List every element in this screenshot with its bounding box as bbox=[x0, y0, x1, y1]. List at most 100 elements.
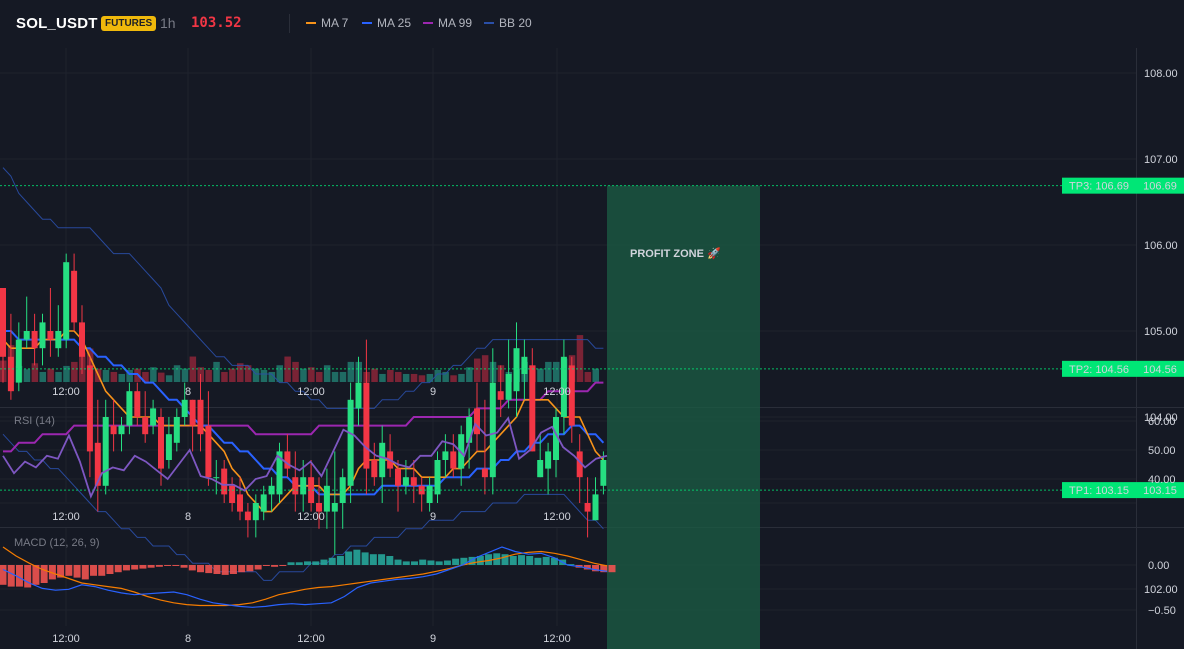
candle-body bbox=[110, 425, 117, 435]
volume-bar bbox=[260, 369, 268, 382]
candle-body bbox=[339, 477, 346, 503]
macd-histogram-bar bbox=[517, 555, 525, 565]
macd-histogram-bar bbox=[592, 565, 600, 572]
candle-body bbox=[173, 417, 180, 443]
volume-bar bbox=[339, 371, 347, 382]
legend-swatch-icon bbox=[484, 22, 494, 24]
macd-histogram-bar bbox=[304, 561, 311, 565]
legend-label: MA 99 bbox=[438, 16, 473, 30]
macd-histogram-bar bbox=[295, 562, 303, 565]
candle-body bbox=[434, 460, 441, 495]
volume-bar bbox=[316, 371, 323, 382]
macd-histogram-bar bbox=[468, 556, 476, 565]
candle-body bbox=[323, 485, 330, 512]
rsi-tick-label: 50.00 bbox=[1148, 445, 1176, 457]
macd-histogram-bar bbox=[345, 551, 353, 565]
volume-bar bbox=[102, 369, 110, 382]
candle-body bbox=[347, 399, 354, 486]
volume-bar bbox=[474, 358, 481, 382]
candle-body bbox=[79, 322, 85, 357]
candle-body bbox=[300, 477, 307, 495]
macd-histogram-bar bbox=[394, 559, 402, 565]
candle-body bbox=[158, 417, 164, 469]
legend-swatch-icon bbox=[362, 22, 372, 24]
candle-body bbox=[466, 417, 473, 443]
profit-zone-label: PROFIT ZONE 🚀 bbox=[630, 247, 721, 260]
candle-body bbox=[568, 365, 575, 426]
volume-bar bbox=[323, 365, 331, 382]
volume-bar bbox=[252, 368, 260, 382]
candle-body bbox=[205, 425, 212, 478]
volume-bar bbox=[244, 365, 252, 382]
volume-bar bbox=[387, 369, 394, 382]
candle-body bbox=[134, 391, 141, 417]
candle-body bbox=[63, 262, 70, 340]
volume-bar bbox=[268, 371, 276, 382]
symbol-name[interactable]: SOL_USDT bbox=[16, 15, 98, 32]
tp3-label: TP3: 106.69 bbox=[1069, 181, 1129, 193]
volume-bar bbox=[553, 361, 560, 382]
candle-body bbox=[395, 468, 401, 486]
tp2-price-label: 104.56 bbox=[1143, 364, 1177, 376]
candle-body bbox=[489, 382, 496, 478]
legend-ma99[interactable]: MA 99 bbox=[423, 16, 472, 30]
volume-bar bbox=[292, 361, 299, 382]
candle-body bbox=[165, 434, 172, 460]
legend-ma7[interactable]: MA 7 bbox=[306, 16, 348, 30]
volume-bar bbox=[63, 365, 70, 382]
candle-body bbox=[560, 356, 567, 417]
macd-histogram-bar bbox=[279, 565, 287, 566]
macd-histogram-bar bbox=[271, 565, 279, 567]
macd-histogram-bar bbox=[15, 565, 23, 587]
candle-body bbox=[0, 288, 6, 357]
volume-bar bbox=[458, 373, 465, 382]
time-tick-label: 8 bbox=[185, 386, 191, 398]
macd-histogram-bar bbox=[246, 565, 254, 572]
volume-bar bbox=[158, 372, 165, 382]
macd-histogram-bar bbox=[353, 549, 361, 565]
macd-histogram-bar bbox=[205, 565, 213, 574]
price-tick-label: 108.00 bbox=[1144, 68, 1178, 80]
time-tick-label: 8 bbox=[185, 511, 191, 523]
tp3-price-bg bbox=[1136, 177, 1184, 194]
time-tick-label: 12:00 bbox=[52, 633, 80, 645]
candle-body bbox=[276, 451, 283, 495]
candle-body bbox=[23, 331, 30, 340]
macd-histogram-bar bbox=[600, 565, 608, 573]
volume-bar bbox=[71, 361, 78, 382]
time-tick-label: 12:00 bbox=[543, 511, 571, 523]
candle-body bbox=[213, 477, 220, 479]
macd-histogram-bar bbox=[320, 559, 328, 565]
volume-bar bbox=[205, 369, 212, 382]
candle-body bbox=[316, 503, 322, 512]
candle-body bbox=[71, 270, 78, 323]
candle-body bbox=[292, 477, 299, 495]
candle-body bbox=[102, 417, 109, 486]
legend-bb20[interactable]: BB 20 bbox=[484, 16, 532, 30]
timeframe-selector[interactable]: 1h bbox=[160, 15, 176, 31]
volume-bar bbox=[229, 368, 236, 382]
price-tick-label: 104.00 bbox=[1144, 412, 1178, 424]
candle-body bbox=[363, 382, 370, 469]
volume-bar bbox=[371, 368, 378, 382]
candle-body bbox=[600, 460, 607, 486]
chart-header: SOL_USDT FUTURES 1h 103.52 MA 7 MA 25 MA… bbox=[0, 0, 1184, 48]
volume-bar bbox=[426, 373, 434, 382]
candle-body bbox=[355, 382, 362, 409]
macd-histogram-bar bbox=[476, 556, 484, 565]
tp2-label-bg bbox=[1062, 360, 1136, 377]
volume-bar bbox=[576, 335, 584, 382]
macd-histogram-bar bbox=[460, 557, 468, 565]
macd-histogram-bar bbox=[386, 556, 394, 565]
volume-bar bbox=[150, 367, 157, 382]
macd-histogram-bar bbox=[139, 565, 147, 569]
macd-histogram-bar bbox=[188, 565, 196, 571]
bb-upper-line bbox=[2, 167, 604, 409]
legend-ma25[interactable]: MA 25 bbox=[362, 16, 411, 30]
volume-bar bbox=[276, 365, 283, 382]
volume-bar bbox=[450, 375, 457, 382]
tp2-price-bg bbox=[1136, 360, 1184, 377]
macd-histogram-bar bbox=[229, 565, 237, 574]
price-tick-label: 106.00 bbox=[1144, 240, 1178, 252]
